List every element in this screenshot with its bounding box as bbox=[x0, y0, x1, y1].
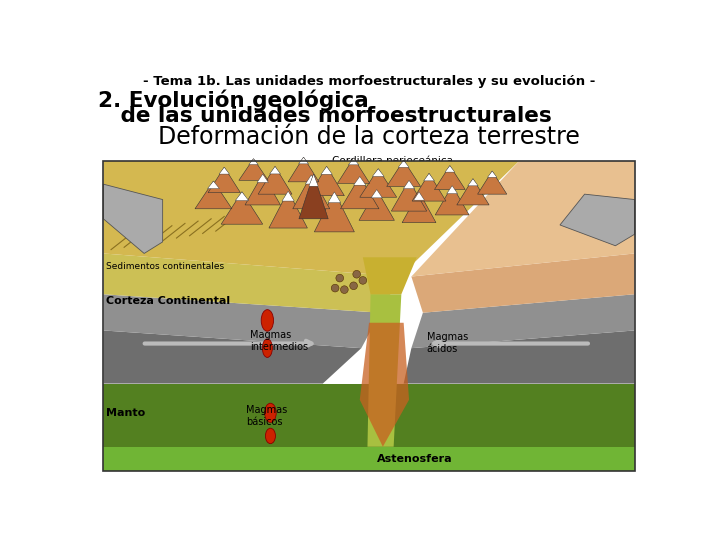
Polygon shape bbox=[221, 192, 263, 224]
Polygon shape bbox=[305, 175, 318, 184]
Polygon shape bbox=[402, 192, 436, 222]
Polygon shape bbox=[403, 180, 415, 188]
Polygon shape bbox=[328, 192, 341, 202]
Polygon shape bbox=[299, 157, 308, 164]
Circle shape bbox=[350, 282, 357, 289]
Polygon shape bbox=[257, 174, 269, 183]
Polygon shape bbox=[371, 190, 382, 198]
Polygon shape bbox=[282, 191, 294, 201]
Text: - Tema 1b. Las unidades morfoestructurales y su evolución -: - Tema 1b. Las unidades morfoestructural… bbox=[143, 75, 595, 88]
Polygon shape bbox=[299, 174, 328, 219]
Polygon shape bbox=[104, 330, 361, 383]
Polygon shape bbox=[423, 173, 434, 181]
Polygon shape bbox=[446, 186, 458, 194]
Polygon shape bbox=[411, 253, 634, 313]
Polygon shape bbox=[249, 159, 258, 165]
Polygon shape bbox=[239, 159, 268, 180]
Ellipse shape bbox=[261, 309, 274, 331]
Text: Vulcanismo subaéreo andesítico- riolítico: Vulcanismo subaéreo andesítico- riolític… bbox=[238, 164, 396, 172]
Polygon shape bbox=[360, 323, 409, 447]
Polygon shape bbox=[363, 257, 417, 294]
Polygon shape bbox=[341, 177, 379, 209]
Polygon shape bbox=[412, 173, 446, 201]
Polygon shape bbox=[104, 161, 519, 276]
Circle shape bbox=[336, 274, 343, 282]
Text: Magmas
intermedios: Magmas intermedios bbox=[250, 330, 307, 352]
Polygon shape bbox=[104, 253, 400, 313]
Text: de las unidades morfoestructurales: de las unidades morfoestructurales bbox=[98, 106, 552, 126]
Polygon shape bbox=[456, 179, 489, 205]
Text: Cordillera perioceánica: Cordillera perioceánica bbox=[332, 156, 453, 166]
Polygon shape bbox=[321, 166, 333, 174]
Polygon shape bbox=[477, 171, 507, 194]
Polygon shape bbox=[195, 181, 232, 209]
Text: Nivel del mar: Nivel del mar bbox=[563, 182, 632, 192]
Bar bbox=[104, 161, 634, 471]
Polygon shape bbox=[445, 166, 455, 172]
Polygon shape bbox=[309, 166, 344, 195]
Polygon shape bbox=[338, 158, 370, 184]
Polygon shape bbox=[245, 174, 281, 205]
Polygon shape bbox=[398, 160, 409, 167]
Polygon shape bbox=[367, 294, 401, 447]
Polygon shape bbox=[269, 191, 307, 228]
Text: Sedimentos continentales: Sedimentos continentales bbox=[106, 262, 224, 271]
Polygon shape bbox=[348, 158, 359, 165]
Polygon shape bbox=[487, 171, 497, 177]
Polygon shape bbox=[413, 192, 425, 200]
Polygon shape bbox=[434, 166, 465, 190]
Polygon shape bbox=[104, 184, 163, 253]
Circle shape bbox=[341, 286, 348, 293]
Polygon shape bbox=[235, 192, 248, 200]
Polygon shape bbox=[411, 161, 634, 276]
Text: Corteza Continental: Corteza Continental bbox=[106, 296, 230, 306]
Polygon shape bbox=[207, 181, 220, 188]
Text: 2. Evolución geológica: 2. Evolución geológica bbox=[98, 90, 369, 111]
Bar bbox=[104, 383, 634, 447]
Polygon shape bbox=[208, 167, 240, 193]
Ellipse shape bbox=[266, 428, 276, 444]
Polygon shape bbox=[269, 166, 281, 174]
Text: Magmas
ácidos: Magmas ácidos bbox=[427, 332, 468, 354]
Polygon shape bbox=[219, 167, 230, 174]
Polygon shape bbox=[404, 330, 634, 383]
Polygon shape bbox=[315, 192, 354, 232]
Polygon shape bbox=[392, 180, 427, 211]
Polygon shape bbox=[288, 157, 319, 182]
Polygon shape bbox=[354, 177, 366, 185]
Polygon shape bbox=[560, 194, 634, 246]
Ellipse shape bbox=[262, 339, 272, 357]
Polygon shape bbox=[435, 186, 469, 215]
Text: Magmas
básicos: Magmas básicos bbox=[246, 405, 287, 427]
Circle shape bbox=[331, 284, 339, 292]
Polygon shape bbox=[372, 168, 384, 177]
Circle shape bbox=[353, 271, 361, 278]
Text: Deformación de la corteza terrestre: Deformación de la corteza terrestre bbox=[158, 125, 580, 149]
Polygon shape bbox=[258, 166, 292, 194]
Bar bbox=[104, 447, 634, 471]
Polygon shape bbox=[309, 174, 318, 186]
Polygon shape bbox=[411, 294, 634, 348]
Text: Astenosfera: Astenosfera bbox=[377, 454, 453, 464]
Text: Manto: Manto bbox=[106, 408, 145, 418]
Ellipse shape bbox=[265, 403, 276, 422]
Polygon shape bbox=[387, 160, 420, 186]
Polygon shape bbox=[104, 294, 381, 348]
Polygon shape bbox=[293, 175, 330, 209]
Polygon shape bbox=[359, 190, 395, 220]
Polygon shape bbox=[468, 179, 478, 186]
Polygon shape bbox=[360, 168, 397, 197]
Circle shape bbox=[359, 276, 366, 284]
